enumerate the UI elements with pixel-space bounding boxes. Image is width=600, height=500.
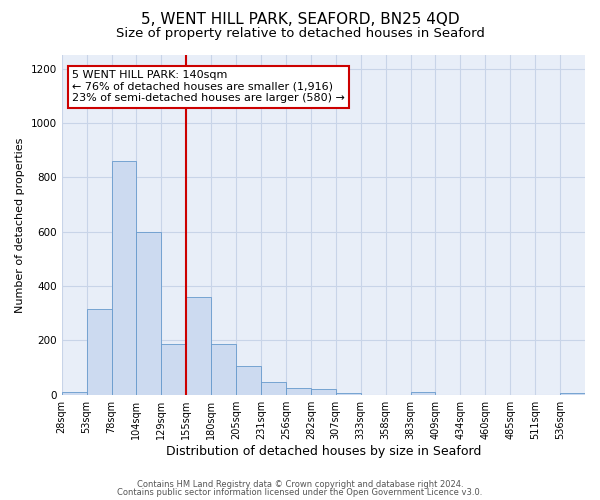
- Bar: [311, 390, 336, 394]
- Bar: [186, 297, 211, 394]
- Bar: [236, 366, 261, 394]
- Text: 5, WENT HILL PARK, SEAFORD, BN25 4QD: 5, WENT HILL PARK, SEAFORD, BN25 4QD: [140, 12, 460, 28]
- Text: 5 WENT HILL PARK: 140sqm
← 76% of detached houses are smaller (1,916)
23% of sem: 5 WENT HILL PARK: 140sqm ← 76% of detach…: [72, 70, 345, 104]
- X-axis label: Distribution of detached houses by size in Seaford: Distribution of detached houses by size …: [166, 444, 481, 458]
- Bar: [261, 382, 286, 394]
- Text: Contains public sector information licensed under the Open Government Licence v3: Contains public sector information licen…: [118, 488, 482, 497]
- Bar: [286, 388, 311, 394]
- Bar: [161, 344, 186, 395]
- Bar: [62, 392, 86, 394]
- Bar: [86, 309, 112, 394]
- Bar: [410, 392, 436, 394]
- Bar: [211, 344, 236, 395]
- Y-axis label: Number of detached properties: Number of detached properties: [15, 137, 25, 312]
- Text: Size of property relative to detached houses in Seaford: Size of property relative to detached ho…: [116, 28, 484, 40]
- Bar: [136, 232, 161, 394]
- Text: Contains HM Land Registry data © Crown copyright and database right 2024.: Contains HM Land Registry data © Crown c…: [137, 480, 463, 489]
- Bar: [112, 161, 136, 394]
